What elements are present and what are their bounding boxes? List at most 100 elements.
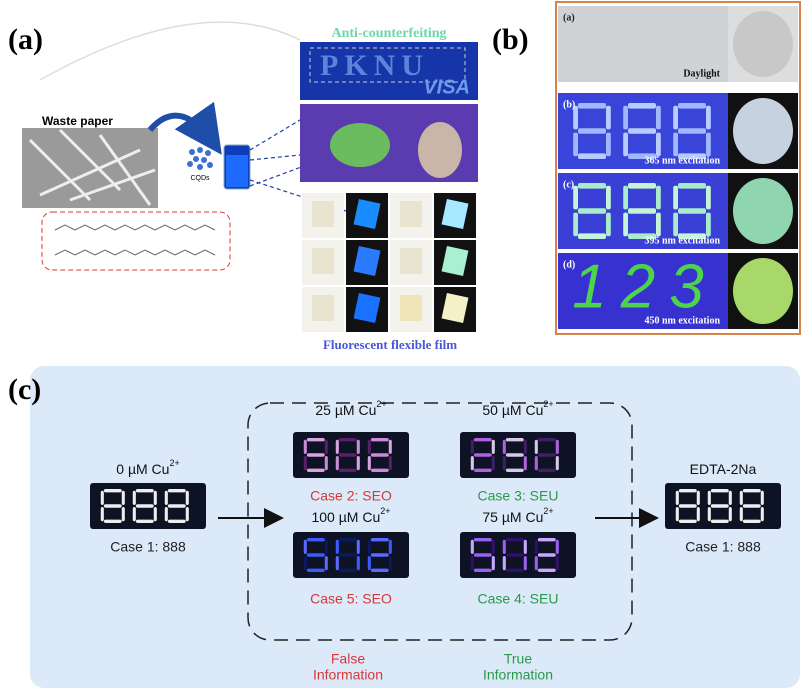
segment [505,568,524,572]
segment [388,556,392,571]
segment [573,132,578,157]
segment [678,208,706,214]
segment [370,453,389,457]
concentration-text: 0 µM Cu [116,461,169,477]
segment [306,453,325,457]
segment [623,185,628,210]
film-sample [441,198,469,230]
segment [185,507,189,522]
segment [534,456,538,471]
segment [367,456,371,471]
film-sample [441,292,469,324]
film-sample [312,201,334,227]
segment [578,183,606,189]
swirl [733,11,793,77]
charge: 2+ [543,399,553,409]
segment [491,539,495,554]
concentration: 0 µM Cu2+ [116,458,179,476]
segment [623,212,628,237]
segment [335,556,339,571]
segment [470,439,474,454]
segment [470,539,474,554]
case-label: Case 1: 888 [685,539,761,555]
segment [537,438,556,442]
segment [706,185,711,210]
film-sample [353,292,381,324]
banknote-portrait [418,122,462,178]
segment [673,212,678,237]
segment [534,556,538,571]
segment [573,212,578,237]
segment [338,538,357,542]
segment [306,568,325,572]
concentration: 100 µM Cu2+ [311,506,390,524]
segment [370,568,389,572]
segment [656,132,661,157]
segment [606,132,611,157]
film-sample [353,198,381,230]
segment [370,538,389,542]
display-digits: 123 [572,252,717,321]
segment [473,453,492,457]
segment [370,468,389,472]
row-caption: 450 nm excitation [644,315,720,326]
segment [473,568,492,572]
segment [678,233,706,239]
segment [555,439,559,454]
segment [523,439,527,454]
segment [678,153,706,159]
segment [473,438,492,442]
concentration-text: EDTA-2Na [690,461,757,477]
row-label: (d) [563,259,575,270]
case-label: Case 2: SEO [310,488,392,504]
segment [338,468,357,472]
segment [555,556,559,571]
concentration: 75 µM Cu2+ [482,506,553,524]
segment [534,539,538,554]
segment [167,519,186,523]
segment [578,128,606,134]
segment [742,504,761,508]
charge: 2+ [376,399,386,409]
segment [473,538,492,542]
process-arrow [147,101,222,155]
segment [103,504,122,508]
segment [491,456,495,471]
segment [185,490,189,505]
segment [100,490,104,505]
segment [388,439,392,454]
note: Information [483,667,553,683]
segment [303,539,307,554]
note: Information [313,667,383,683]
concentration: 25 µM Cu2+ [315,399,386,417]
segment [742,489,761,493]
film-grid [302,193,476,332]
vial-liquid [226,155,248,187]
row-label: (a) [563,12,575,23]
segment [573,185,578,210]
segment [370,553,389,557]
dashed-group [247,402,633,641]
segment [473,468,492,472]
segment [673,185,678,210]
segment [706,132,711,157]
segment [324,539,328,554]
segment [338,568,357,572]
segment [502,556,506,571]
segment [523,456,527,471]
segment [578,233,606,239]
row-label: (c) [563,179,574,190]
panel-b-rows: (a) Daylight (b) 365 nm excitation (c) 395 nm… [558,6,798,329]
case-label: Case 5: SEO [310,591,392,607]
charge: 2+ [169,458,179,468]
segment [578,208,606,214]
segment [534,439,538,454]
segment [678,504,697,508]
label: CQDs [190,175,210,182]
panel-label: (a) [8,23,43,56]
segment [132,507,136,522]
segment [675,490,679,505]
cellulose-box [41,211,231,271]
segment [628,208,656,214]
segment [388,539,392,554]
